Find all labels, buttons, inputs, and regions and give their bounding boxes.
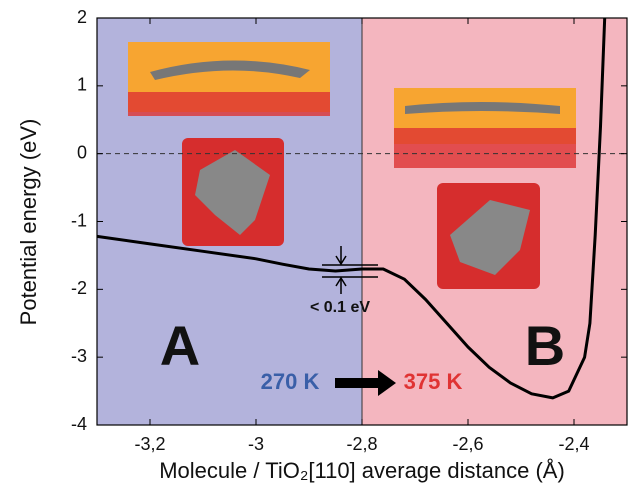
- y-tick-label: -4: [71, 414, 87, 434]
- y-tick-label: -2: [71, 278, 87, 298]
- label-a: A: [160, 314, 200, 377]
- x-axis-label: Molecule / TiO₂[110] average distance (Å…: [159, 458, 565, 483]
- barrier-label: < 0.1 eV: [310, 299, 370, 316]
- x-tick-label: -2,8: [346, 434, 377, 454]
- x-tick-label: -2,4: [558, 434, 589, 454]
- y-axis-label: Potential energy (eV): [16, 119, 41, 326]
- temp-b: 375 K: [404, 369, 463, 394]
- y-tick-label: -1: [71, 210, 87, 230]
- y-tick-label: 2: [77, 7, 87, 27]
- y-tick-label: -3: [71, 346, 87, 366]
- x-tick-label: -2,6: [452, 434, 483, 454]
- chart: -4-3-2-1012-3,2-3-2,8-2,6-2,4 A B 270 K …: [0, 0, 630, 490]
- temp-a: 270 K: [261, 369, 320, 394]
- y-tick-label: 1: [77, 75, 87, 95]
- label-b: B: [525, 314, 565, 377]
- y-tick-label: 0: [77, 142, 87, 162]
- x-tick-label: -3,2: [134, 434, 165, 454]
- x-tick-label: -3: [248, 434, 264, 454]
